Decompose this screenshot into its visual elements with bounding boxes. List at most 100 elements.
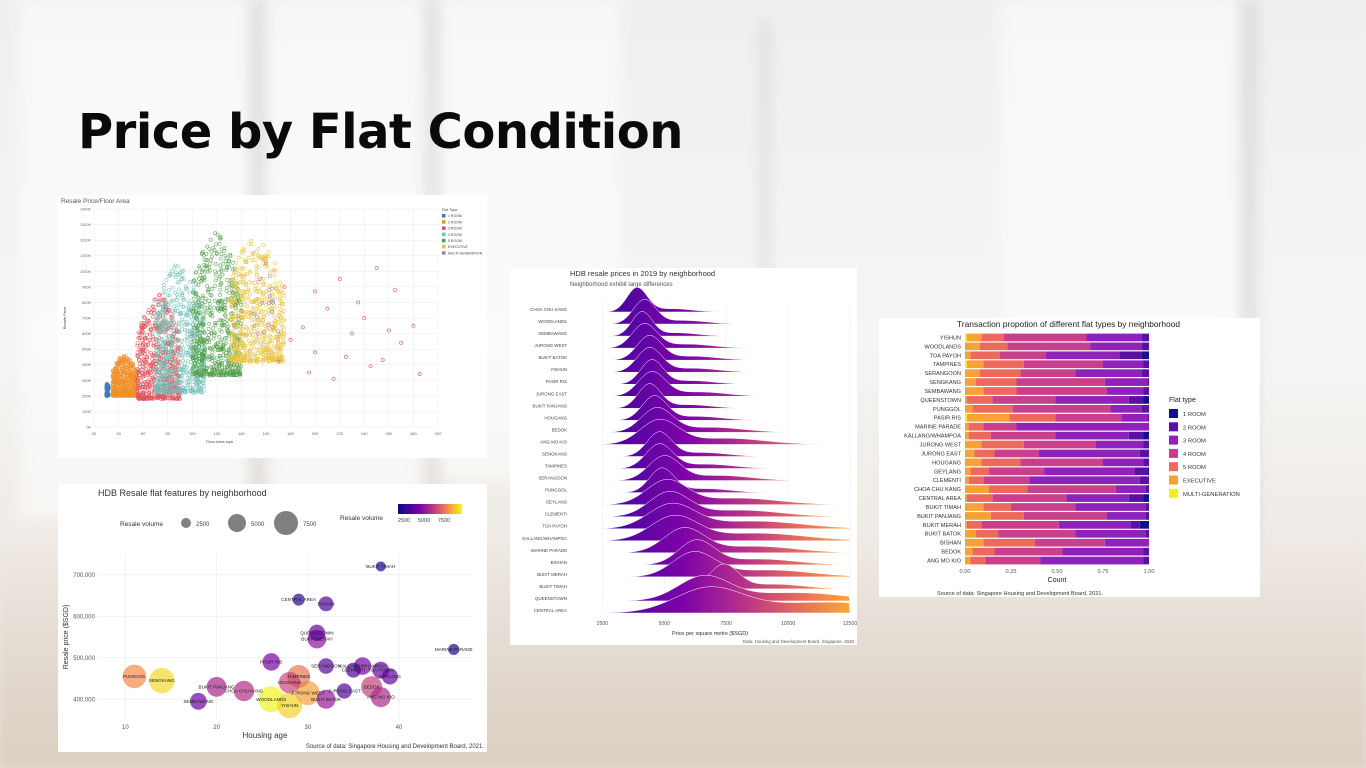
ridge-label: PUNGGOL: [545, 488, 568, 493]
bar-segment: [990, 431, 1056, 440]
y-tick-label: 700K: [82, 317, 91, 321]
scatter-point: [198, 273, 203, 278]
scatter-point: [230, 335, 235, 340]
scatter-point: [230, 369, 235, 374]
scatter-point: [230, 362, 234, 367]
bar-segment: [994, 449, 1039, 458]
scatter-point: [228, 357, 233, 362]
scatter-point: [197, 266, 202, 271]
scatter-point: [234, 275, 239, 280]
scatter-point: [187, 376, 192, 381]
scatter-point: [260, 298, 264, 303]
scatter-point: [152, 298, 157, 302]
scatter-point: [183, 350, 188, 355]
scatter-point: [168, 272, 173, 277]
ridgeline-chart-panel: HDB resale prices in 2019 by neighborhoo…: [510, 268, 857, 645]
scatter-point: [208, 356, 213, 361]
scatter-point: [252, 299, 257, 304]
y-tick-label: 100K: [82, 410, 91, 414]
scatter-point: [193, 345, 198, 350]
bar-category-label: BUKIT BATOK: [925, 532, 962, 538]
bar-segment: [1086, 333, 1142, 342]
scatter-point: [173, 337, 178, 342]
scatter-point: [147, 364, 152, 368]
scatter-point: [113, 385, 118, 390]
scatter-point: [170, 285, 175, 290]
scatter-point: [164, 376, 169, 380]
bar-segment: [1023, 512, 1107, 520]
scatter-point: [264, 355, 269, 360]
scatter-point: [214, 344, 219, 348]
scatter-point: [214, 242, 218, 247]
bar-segment: [992, 494, 1067, 502]
scatter-point: [195, 327, 200, 332]
scatter-point: [211, 364, 216, 369]
bubble-point: [318, 596, 334, 612]
bar-category-label: MARINE PARADE: [915, 425, 961, 431]
scatter-point: [205, 244, 210, 249]
scatter-point: [140, 392, 145, 397]
scatter-point: [208, 237, 213, 242]
x-tick-label: 120: [214, 431, 221, 436]
scatter-point: [184, 319, 189, 324]
scatter-point: [249, 345, 254, 350]
scatter-point: [261, 358, 266, 363]
bubble-point: [316, 689, 336, 709]
scatter-point: [168, 312, 173, 316]
scatter-point: [227, 290, 232, 295]
scatter-point: [186, 353, 191, 358]
bar-category-label: BUKIT PANJANG: [917, 514, 961, 520]
bar-segment: [965, 547, 973, 556]
scatter-point: [138, 365, 143, 369]
scatter-point: [254, 275, 259, 279]
ridge-label: MARINE PARADE: [531, 548, 567, 553]
scatter-point: [280, 302, 285, 307]
scatter-point: [255, 253, 260, 258]
scatter-point: [277, 286, 282, 291]
scatter-point: [243, 311, 248, 316]
scatter-point: [152, 376, 156, 381]
scatter-point: [227, 339, 232, 344]
ridge-label: KALLANG/WHAMPOA: [522, 536, 567, 541]
scatter-point: [259, 309, 264, 314]
scatter-point: [337, 277, 342, 281]
scatter-point: [270, 286, 274, 291]
legend-label: EXECUTIVE: [448, 245, 469, 249]
scatter-point: [140, 352, 145, 357]
x-tick-label: 300: [435, 431, 442, 436]
scatter-point: [145, 355, 149, 359]
scatter-point: [156, 370, 161, 375]
scatter-point: [199, 366, 203, 371]
scatter-point: [187, 280, 192, 284]
scatter-point: [164, 278, 169, 282]
scatter-point: [236, 287, 240, 292]
scatter-point: [164, 333, 169, 337]
scatter-point: [156, 329, 161, 334]
scatter-point: [223, 354, 228, 359]
scatter-point: [276, 329, 280, 334]
scatter-point: [268, 335, 273, 340]
scatter-point: [213, 261, 218, 266]
scatter-point: [167, 383, 172, 388]
legend-swatch: [442, 214, 446, 218]
ridge-density: [597, 586, 851, 614]
scatter-point: [266, 321, 271, 326]
scatter-point: [256, 312, 261, 317]
scatter-point: [192, 278, 197, 282]
x-tick-label: 240: [361, 431, 368, 436]
scatter-point: [174, 372, 179, 377]
scatter-point: [256, 280, 261, 284]
scatter-point: [202, 305, 207, 310]
scatter-point: [399, 341, 404, 345]
legend-swatch: [442, 245, 446, 249]
scatter-point: [246, 255, 251, 260]
bubble-point: [345, 662, 361, 678]
scatter-point: [153, 323, 158, 327]
bar-segment: [1141, 404, 1149, 413]
bar-segment: [1141, 333, 1149, 342]
y-tick-label: 600K: [82, 332, 91, 336]
legend-swatch: [1169, 422, 1178, 432]
scatter-point: [230, 283, 235, 287]
scatter-point: [155, 316, 160, 321]
scatter-point: [206, 357, 211, 362]
